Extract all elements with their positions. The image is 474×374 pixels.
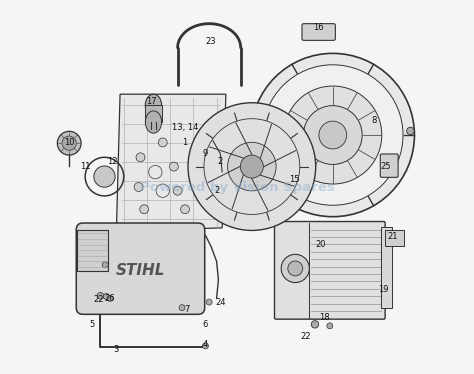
Circle shape bbox=[158, 138, 167, 147]
Text: 25: 25 bbox=[380, 162, 391, 171]
Circle shape bbox=[181, 205, 190, 214]
Text: 17: 17 bbox=[146, 97, 157, 106]
Circle shape bbox=[57, 131, 81, 155]
Text: 3: 3 bbox=[114, 345, 119, 354]
FancyBboxPatch shape bbox=[380, 154, 398, 177]
Circle shape bbox=[240, 155, 264, 178]
Circle shape bbox=[103, 294, 109, 300]
Circle shape bbox=[97, 292, 104, 299]
Text: 23: 23 bbox=[206, 37, 216, 46]
Text: 4: 4 bbox=[203, 340, 208, 349]
Circle shape bbox=[303, 105, 362, 165]
Circle shape bbox=[327, 323, 333, 329]
Circle shape bbox=[188, 103, 316, 230]
Text: 20: 20 bbox=[315, 240, 326, 249]
Text: 12: 12 bbox=[108, 157, 118, 166]
Circle shape bbox=[169, 162, 178, 171]
Circle shape bbox=[284, 86, 382, 184]
Circle shape bbox=[251, 53, 414, 217]
FancyBboxPatch shape bbox=[274, 221, 385, 319]
Text: 21: 21 bbox=[388, 232, 398, 240]
Text: STIHL: STIHL bbox=[116, 263, 165, 278]
Text: 11: 11 bbox=[80, 162, 91, 171]
Circle shape bbox=[407, 127, 414, 135]
Circle shape bbox=[179, 305, 185, 311]
Text: 9: 9 bbox=[203, 149, 208, 158]
Circle shape bbox=[288, 261, 303, 276]
Bar bbox=[77, 230, 108, 270]
Circle shape bbox=[134, 183, 143, 191]
Text: 15: 15 bbox=[289, 175, 300, 184]
Circle shape bbox=[107, 295, 113, 301]
Circle shape bbox=[263, 65, 403, 205]
Circle shape bbox=[202, 343, 209, 349]
Ellipse shape bbox=[146, 111, 162, 133]
Circle shape bbox=[140, 205, 149, 214]
Circle shape bbox=[173, 186, 182, 195]
Bar bbox=[381, 227, 392, 309]
Text: 2: 2 bbox=[218, 156, 223, 166]
Text: 6: 6 bbox=[203, 320, 208, 329]
Text: Powered by Vision Spares: Powered by Vision Spares bbox=[140, 181, 334, 193]
Text: 2: 2 bbox=[214, 186, 219, 195]
Text: 1: 1 bbox=[182, 138, 188, 147]
Text: 5: 5 bbox=[90, 320, 95, 329]
Circle shape bbox=[319, 121, 346, 149]
Circle shape bbox=[311, 321, 319, 328]
Bar bbox=[146, 105, 162, 122]
Text: 7: 7 bbox=[184, 305, 190, 314]
Text: 16: 16 bbox=[313, 23, 324, 32]
FancyBboxPatch shape bbox=[302, 24, 336, 40]
Text: 8: 8 bbox=[372, 116, 377, 125]
Polygon shape bbox=[116, 94, 226, 232]
Text: 10: 10 bbox=[64, 138, 74, 147]
Bar bbox=[385, 230, 404, 246]
Circle shape bbox=[102, 262, 108, 268]
Ellipse shape bbox=[146, 94, 162, 116]
Circle shape bbox=[136, 153, 145, 162]
Circle shape bbox=[206, 299, 212, 305]
Text: 18: 18 bbox=[319, 313, 329, 322]
Circle shape bbox=[62, 136, 76, 150]
Text: 19: 19 bbox=[378, 285, 389, 294]
Text: 22: 22 bbox=[94, 295, 104, 304]
Text: 24: 24 bbox=[215, 298, 226, 307]
Circle shape bbox=[281, 254, 310, 282]
Circle shape bbox=[94, 166, 115, 187]
Circle shape bbox=[228, 142, 276, 191]
Text: 13, 14: 13, 14 bbox=[172, 123, 198, 132]
FancyBboxPatch shape bbox=[76, 223, 205, 314]
Text: 22: 22 bbox=[301, 332, 311, 341]
Text: 26: 26 bbox=[105, 294, 115, 303]
